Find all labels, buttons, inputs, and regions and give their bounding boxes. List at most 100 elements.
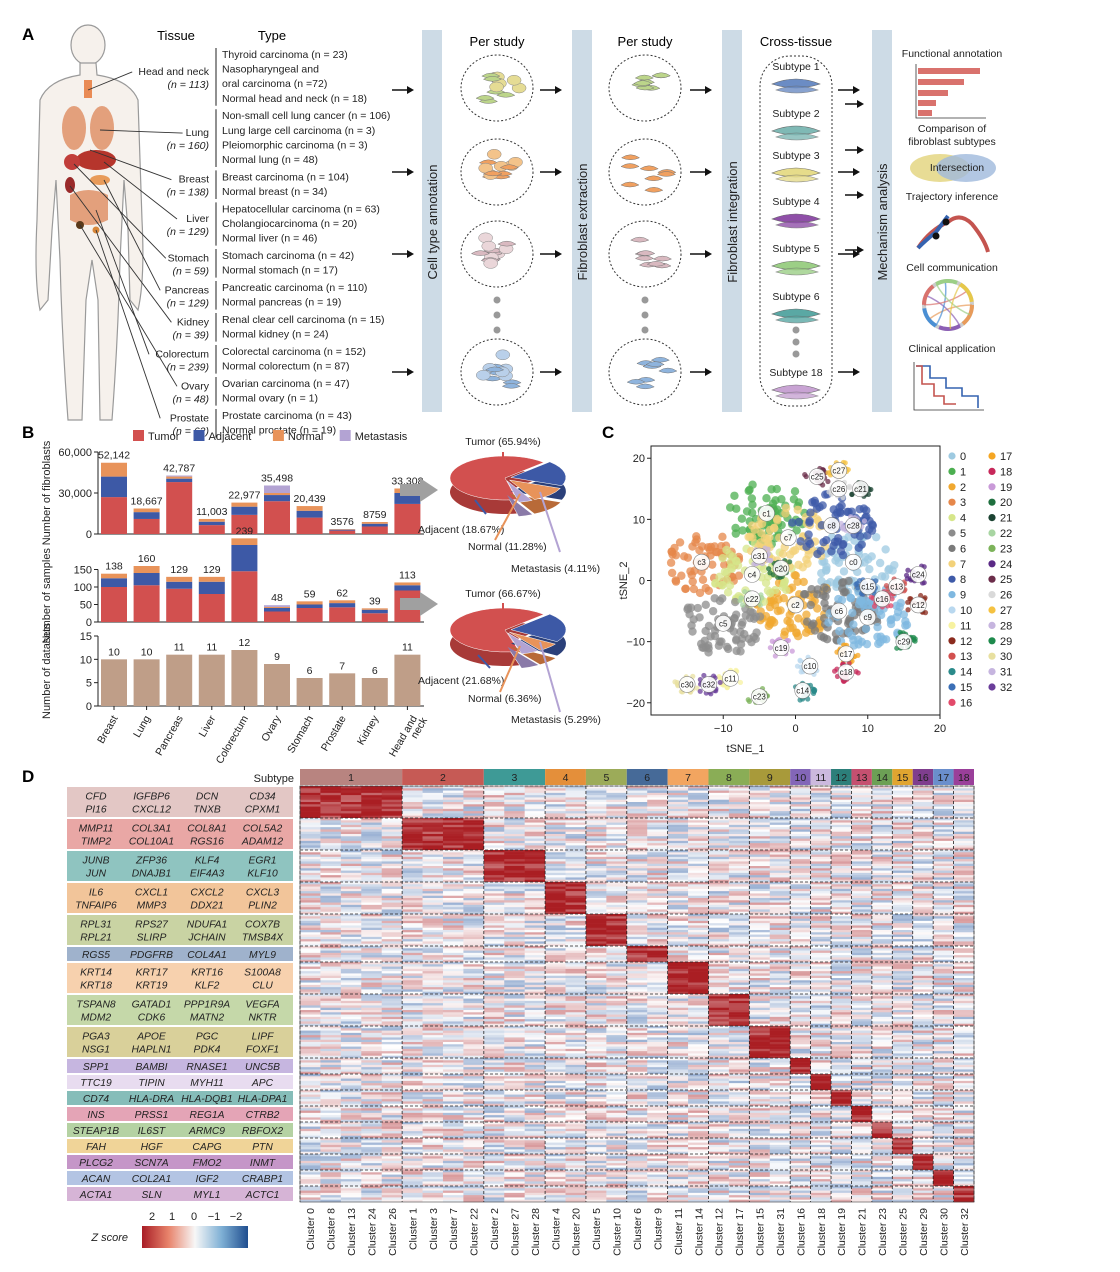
heatmap-cell [790,971,811,974]
heatmap-cell [728,811,750,814]
heatmap-cell [320,856,342,860]
heatmap-cell [626,984,648,988]
heatmap-cell [483,875,505,878]
heatmap-cell [912,854,934,858]
heatmap-cell [565,907,587,910]
heatmap-cell [381,934,403,938]
legend-dot [988,514,996,522]
heatmap-cell [708,971,730,974]
scatter-point [905,599,911,605]
panel-label-d: D [22,767,34,786]
heatmap-cell [749,863,771,867]
heatmap-cell [606,790,628,794]
heatmap-cell [442,994,464,997]
heatmap-cell [810,968,832,972]
subtype-number: 3 [512,772,518,784]
heatmap-cell [300,790,321,794]
heatmap-cell [790,859,811,862]
scatter-point [835,626,844,636]
heatmap-cell [626,870,648,874]
subtype-strip-cell [626,769,668,785]
heatmap-cell [933,802,954,805]
heatmap-cell [381,852,403,855]
heatmap-cell [647,829,668,833]
scatter-point [849,491,855,498]
heatmap-cell [585,824,607,828]
heatmap-cell [463,918,485,922]
heatmap-cell [953,797,975,801]
bar-segment-tumor [101,587,127,622]
heatmap-cell [728,957,750,961]
heatmap-cell [340,870,362,874]
heatmap-cell [300,984,321,988]
heatmap-cell [361,882,382,885]
heatmap-cell [463,962,485,965]
heatmap-cell [320,950,342,954]
heatmap-cell [647,875,668,878]
tissue-name: Breast [179,174,209,186]
heatmap-cell [933,879,954,883]
scatter-point [802,617,812,626]
heatmap-cell [749,939,771,942]
pie-slice-normal [509,479,561,500]
heatmap-cell [320,802,342,805]
tissue-name: Head and neck [138,66,209,78]
heatmap-cell [851,886,873,890]
heatmap-cell [422,900,444,903]
cluster-label-bubble [772,559,790,577]
heatmap-cell [442,987,464,990]
heatmap-cell [851,872,873,876]
heatmap-cell [381,790,403,794]
heatmap-cell [708,936,730,940]
heatmap-cell [422,932,444,935]
gene-label: HGF [141,1142,163,1153]
subtype-number: 10 [795,772,807,784]
heatmap-cell [688,802,709,805]
heatmap-cell [647,854,668,858]
heatmap-cell [504,804,525,807]
heatmap-cell [504,943,525,947]
heatmap-cell [483,987,505,990]
heatmap-cell [361,847,382,851]
heatmap-cell [381,907,403,910]
scatter-point [681,584,690,594]
heatmap-cell [422,941,444,945]
heatmap-cell [831,859,852,862]
heatmap-cell [545,930,566,933]
heatmap-cell [442,920,464,924]
gene-label: KRT19 [136,980,168,991]
heatmap-cell [790,811,811,814]
heatmap-cell [749,991,771,995]
heatmap-cell [565,927,587,931]
heatmap-cell [565,854,587,858]
cell-spindle [501,383,521,389]
heatmap-cell [769,875,791,878]
heatmap-cell [892,891,914,894]
heatmap-cell [545,920,566,924]
heatmap-cell [483,966,505,970]
heatmap-cell [912,900,934,903]
heatmap-cell [688,946,709,949]
heatmap-cell [422,952,444,956]
heatmap-cell [871,863,893,867]
heatmap-cell [402,943,423,947]
heatmap-cell [790,852,811,855]
heatmap-cell [402,923,423,926]
heatmap-cell [545,834,566,837]
tissue-count: (n = 129) [167,226,209,238]
heatmap-cell [565,920,587,924]
heatmap-cell [402,950,423,954]
heatmap-cell [565,911,587,915]
heatmap-cell [933,936,954,940]
heatmap-cell [851,868,873,871]
heatmap-cell [483,950,505,954]
heatmap-cell [545,818,566,821]
scatter-point [773,606,783,616]
heatmap-cell [749,792,771,796]
scatter-point [667,568,677,578]
heatmap-cell [688,950,709,954]
heatmap-cell [320,943,342,947]
legend-dot [988,452,996,460]
heatmap-cell [361,920,382,924]
heatmap-cell [402,959,423,963]
